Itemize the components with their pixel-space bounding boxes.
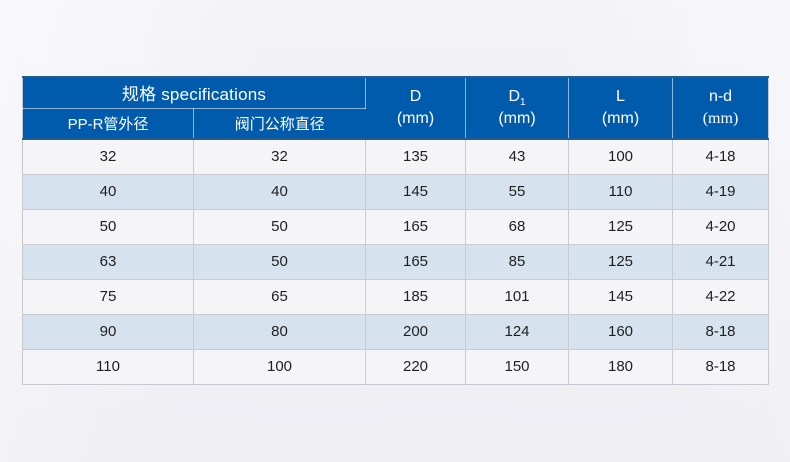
- table-row: 63 50 165 85 125 4-21: [22, 244, 769, 280]
- table-cell: 101: [465, 279, 569, 315]
- col-header-d1-label: D1: [508, 88, 526, 109]
- table-cell: 75: [22, 279, 194, 315]
- table-header: 规格 specifications D (mm) D1 (mm) L (mm) …: [22, 77, 769, 140]
- table-row: 110 100 220 150 180 8-18: [22, 349, 769, 384]
- table-cell: 55: [465, 174, 569, 210]
- table-cell: 65: [193, 279, 366, 315]
- col-header-nd-label: n-d: [708, 88, 733, 105]
- table-cell: 8-18: [672, 349, 769, 384]
- table-cell: 180: [568, 349, 673, 384]
- table-cell: 8-18: [672, 314, 769, 350]
- table-cell: 200: [365, 314, 466, 350]
- table-cell: 110: [568, 174, 673, 210]
- table-row: 32 32 135 43 100 4-18: [22, 139, 769, 175]
- table-row: 50 50 165 68 125 4-20: [22, 209, 769, 245]
- table-cell: 43: [465, 139, 569, 175]
- table-cell: 90: [22, 314, 194, 350]
- table-cell: 100: [193, 349, 366, 384]
- table-cell: 4-18: [672, 139, 769, 175]
- table-cell: 40: [22, 174, 194, 210]
- table-cell: 68: [465, 209, 569, 245]
- table-row: 40 40 145 55 110 4-19: [22, 174, 769, 210]
- table-cell: 4-21: [672, 244, 769, 280]
- col-header-nd-unit: (mm): [702, 110, 739, 127]
- table-cell: 150: [465, 349, 569, 384]
- table-cell: 100: [568, 139, 673, 175]
- table-cell: 32: [22, 139, 194, 175]
- table-row: 90 80 200 124 160 8-18: [22, 314, 769, 350]
- col-header-valve-nominal-diameter: 阀门公称直径: [193, 108, 366, 140]
- col-header-ppr-outer-diameter: PP-R管外径: [22, 108, 194, 140]
- table-cell: 40: [193, 174, 366, 210]
- table-cell: 50: [193, 209, 366, 245]
- table-cell: 125: [568, 244, 673, 280]
- col-header-l-unit: (mm): [601, 110, 640, 127]
- table-cell: 110: [22, 349, 194, 384]
- table-cell: 135: [365, 139, 466, 175]
- table-cell: 32: [193, 139, 366, 175]
- col-header-l: L (mm): [568, 77, 673, 140]
- table-body: 32 32 135 43 100 4-18 40 40 145 55 110 4-19 50 50 165 6…: [22, 139, 769, 384]
- col-header-l-label: L: [616, 88, 625, 105]
- table-cell: 124: [465, 314, 569, 350]
- table-cell: 125: [568, 209, 673, 245]
- table-cell: 50: [22, 209, 194, 245]
- col-header-d-label: D: [409, 88, 422, 105]
- table-cell: 185: [365, 279, 466, 315]
- table-cell: 50: [193, 244, 366, 280]
- table-cell: 220: [365, 349, 466, 384]
- col-header-d: D (mm): [365, 77, 466, 140]
- table-cell: 160: [568, 314, 673, 350]
- col-header-d1: D1 (mm): [465, 77, 569, 140]
- col-header-d-unit: (mm): [396, 110, 435, 127]
- table-cell: 4-19: [672, 174, 769, 210]
- col-header-d1-unit: (mm): [498, 110, 536, 127]
- col-header-spec-group: 规格 specifications: [22, 77, 366, 109]
- table-cell: 85: [465, 244, 569, 280]
- spec-table: 规格 specifications D (mm) D1 (mm) L (mm) …: [22, 76, 769, 385]
- table-cell: 63: [22, 244, 194, 280]
- col-header-nd: n-d (mm): [672, 77, 769, 140]
- table-cell: 4-20: [672, 209, 769, 245]
- table-cell: 165: [365, 244, 466, 280]
- table-cell: 145: [365, 174, 466, 210]
- table-cell: 165: [365, 209, 466, 245]
- table-cell: 80: [193, 314, 366, 350]
- table-cell: 4-22: [672, 279, 769, 315]
- table-row: 75 65 185 101 145 4-22: [22, 279, 769, 315]
- table-cell: 145: [568, 279, 673, 315]
